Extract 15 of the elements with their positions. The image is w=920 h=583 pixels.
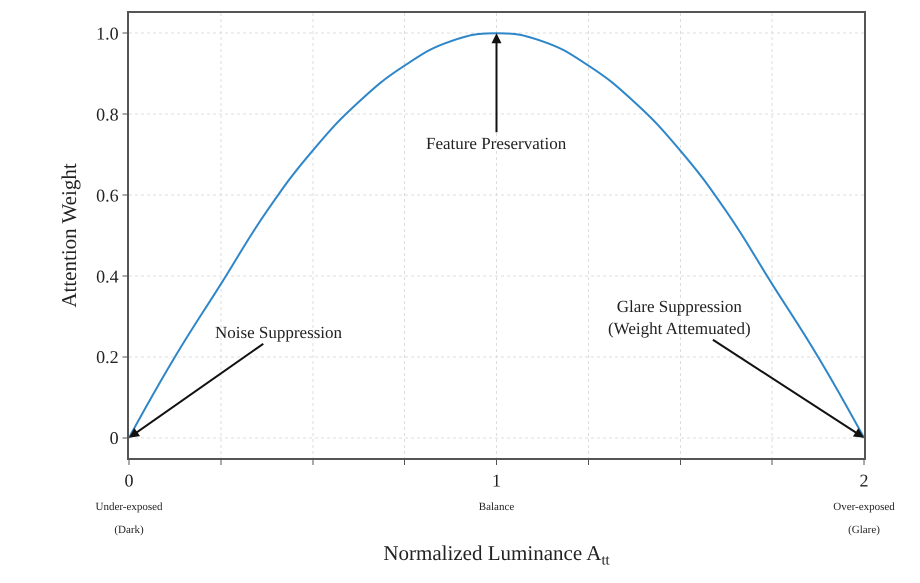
x-tick-label: 2 Over-exposed (Glare): [833, 470, 896, 536]
y-tick-label: 1.0: [96, 24, 119, 44]
annotation: Noise Suppression: [215, 323, 343, 342]
y-axis-title: Attention Weight: [56, 163, 81, 308]
y-tick-label: 0.8: [96, 104, 119, 124]
x-tick-label: 1 Balance: [478, 470, 514, 513]
y-tick-label: 0.4: [96, 266, 119, 286]
y-tick-label: 0.6: [96, 185, 119, 206]
y-tick-label: 0: [110, 428, 119, 448]
x-tick-label: 0 Under-exposed (Dark): [96, 470, 163, 536]
line-series: [129, 32, 864, 439]
y-tick-label: 0.2: [96, 347, 119, 368]
x-axis-title: Normalized Luminance A$_{tt}$: [383, 540, 610, 568]
annotation: Glare Suppression (Weight Attemuated): [608, 297, 751, 338]
annotation: Feature Preservation: [426, 134, 567, 153]
